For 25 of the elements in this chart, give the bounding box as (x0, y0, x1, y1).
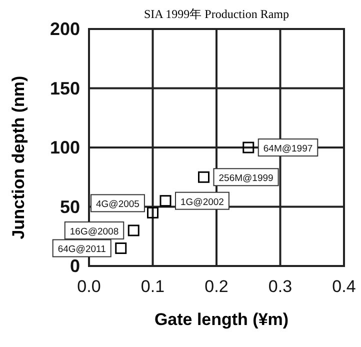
x-tick-label: 0.4 (332, 277, 356, 296)
point (160, 195, 172, 207)
y-tick-label: 200 (50, 19, 80, 39)
point (198, 171, 210, 183)
y-axis-title: Junction depth (nm) (9, 76, 28, 240)
point (242, 142, 254, 154)
annotation: 64G@2011 (58, 244, 106, 256)
annotation: 256M@1999 (218, 173, 274, 184)
point (128, 224, 140, 236)
point (147, 206, 158, 218)
x-tick-label: 0.3 (268, 277, 292, 296)
y-tick-label: 150 (50, 78, 80, 98)
y-tick-label: 50 (60, 196, 80, 217)
y-tick-label: 100 (50, 138, 80, 158)
annotation: 4G@2005 (96, 199, 140, 210)
annotation: 64M@1997 (263, 144, 313, 154)
annotation: 1G@2002 (180, 196, 224, 208)
y-tick-label: 0 (70, 256, 80, 276)
x-tick-label: 0.2 (204, 277, 228, 296)
chart-title: SIA 1999年 Production Ramp (144, 7, 290, 21)
x-axis-title: Gate length (¥m) (154, 310, 289, 329)
annotation: 16G@2008 (70, 226, 119, 238)
point (115, 242, 127, 254)
x-tick-label: 0.1 (140, 277, 165, 296)
x-tick-label: 0.0 (77, 277, 101, 296)
